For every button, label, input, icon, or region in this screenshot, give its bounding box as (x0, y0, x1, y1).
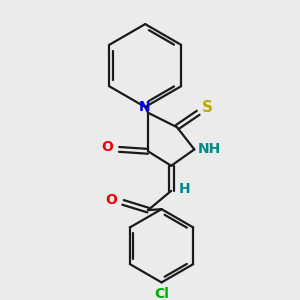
Text: NH: NH (198, 142, 221, 156)
Text: O: O (106, 194, 117, 208)
Text: H: H (179, 182, 190, 196)
Text: N: N (138, 100, 150, 114)
Text: O: O (102, 140, 113, 154)
Text: Cl: Cl (154, 287, 169, 300)
Text: S: S (202, 100, 213, 116)
